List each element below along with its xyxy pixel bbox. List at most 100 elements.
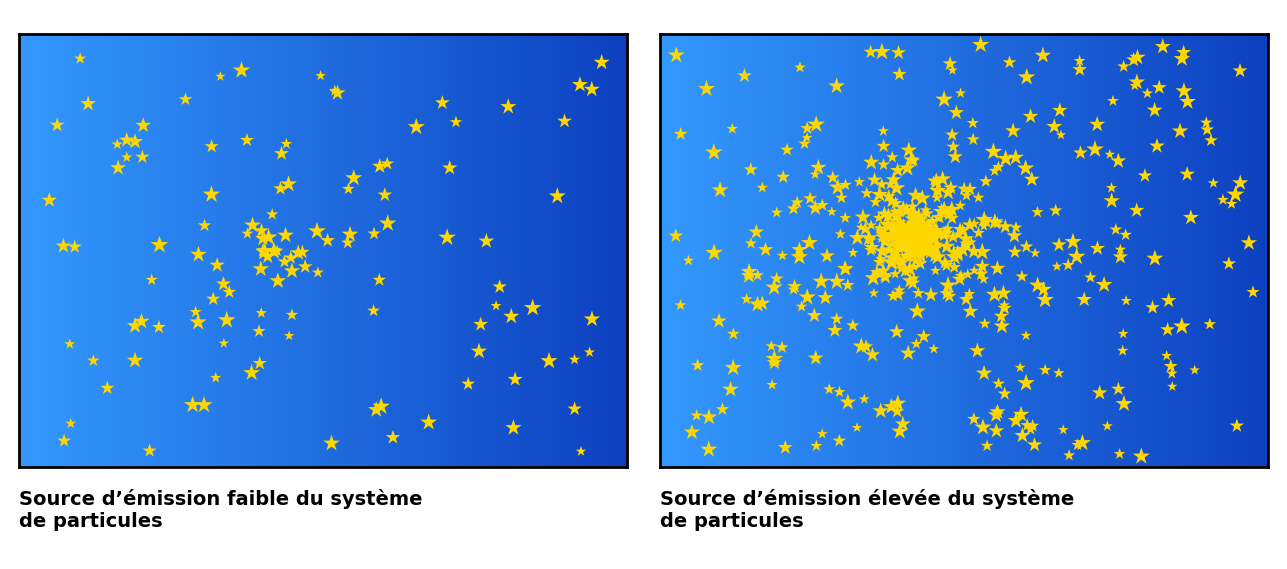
Point <box>722 124 743 133</box>
Point <box>874 160 894 169</box>
Point <box>907 249 928 258</box>
Point <box>907 244 928 253</box>
Point <box>994 288 1014 298</box>
Point <box>829 436 849 446</box>
Point <box>682 428 703 437</box>
Point <box>1069 65 1090 74</box>
Point <box>914 332 934 341</box>
Point <box>324 86 345 96</box>
Point <box>905 213 925 222</box>
Point <box>871 255 892 264</box>
Point <box>905 246 925 255</box>
Point <box>924 251 945 261</box>
Point <box>784 204 804 213</box>
Point <box>1197 125 1218 134</box>
Point <box>665 232 686 241</box>
Point <box>914 238 934 247</box>
Point <box>377 159 398 168</box>
Point <box>582 315 602 324</box>
Point <box>885 210 906 219</box>
Point <box>1201 136 1221 145</box>
Point <box>938 281 959 290</box>
Point <box>835 213 856 222</box>
Point <box>498 102 519 112</box>
Point <box>892 232 912 241</box>
Point <box>903 220 924 229</box>
Point <box>369 162 390 171</box>
Point <box>723 363 744 372</box>
Point <box>885 254 906 263</box>
Point <box>988 162 1009 171</box>
Point <box>901 233 921 242</box>
Point <box>1058 261 1079 270</box>
Point <box>1171 54 1192 63</box>
Point <box>988 379 1009 388</box>
Point <box>929 213 950 222</box>
Point <box>901 155 921 164</box>
Point <box>901 234 921 244</box>
Point <box>900 233 920 242</box>
Point <box>817 251 838 261</box>
Point <box>942 214 963 223</box>
Point <box>888 399 909 408</box>
Point <box>183 401 203 410</box>
Point <box>936 242 956 251</box>
Point <box>1125 81 1145 90</box>
Point <box>907 242 928 251</box>
Point <box>1099 150 1120 159</box>
Point <box>907 237 928 246</box>
Point <box>893 239 914 248</box>
Point <box>897 239 918 248</box>
Point <box>308 268 328 277</box>
Point <box>292 248 313 257</box>
Point <box>252 233 273 242</box>
Point <box>870 258 891 267</box>
Point <box>1109 450 1130 459</box>
Point <box>207 261 228 270</box>
Point <box>898 224 919 233</box>
Point <box>1113 329 1134 339</box>
Point <box>938 210 959 219</box>
Point <box>282 266 302 275</box>
Point <box>1033 285 1054 294</box>
Point <box>1157 325 1178 334</box>
Point <box>1116 296 1136 306</box>
Point <box>799 194 820 203</box>
Point <box>1144 254 1165 263</box>
Point <box>910 240 931 249</box>
Point <box>896 240 916 249</box>
Point <box>921 244 942 253</box>
Point <box>912 239 933 248</box>
Point <box>812 430 833 439</box>
Point <box>888 239 909 248</box>
Point <box>344 174 364 183</box>
Point <box>995 304 1015 313</box>
Point <box>905 225 925 234</box>
Point <box>991 312 1012 321</box>
Point <box>902 215 923 224</box>
Point <box>896 241 916 250</box>
Point <box>951 271 972 281</box>
Point <box>883 253 903 262</box>
Point <box>932 207 952 216</box>
Point <box>883 291 903 300</box>
Point <box>570 80 591 89</box>
Point <box>902 202 923 211</box>
Point <box>739 271 759 281</box>
Point <box>869 190 889 199</box>
Point <box>64 242 85 251</box>
Point <box>835 264 856 273</box>
Point <box>887 407 907 416</box>
Point <box>907 239 928 248</box>
Point <box>1015 164 1036 173</box>
Point <box>1049 240 1069 249</box>
Point <box>799 238 820 248</box>
Point <box>764 354 785 363</box>
Point <box>891 229 911 238</box>
Point <box>905 237 925 246</box>
Point <box>746 228 767 237</box>
Point <box>364 229 385 238</box>
Point <box>210 72 230 81</box>
Point <box>910 241 931 250</box>
Point <box>906 229 927 238</box>
